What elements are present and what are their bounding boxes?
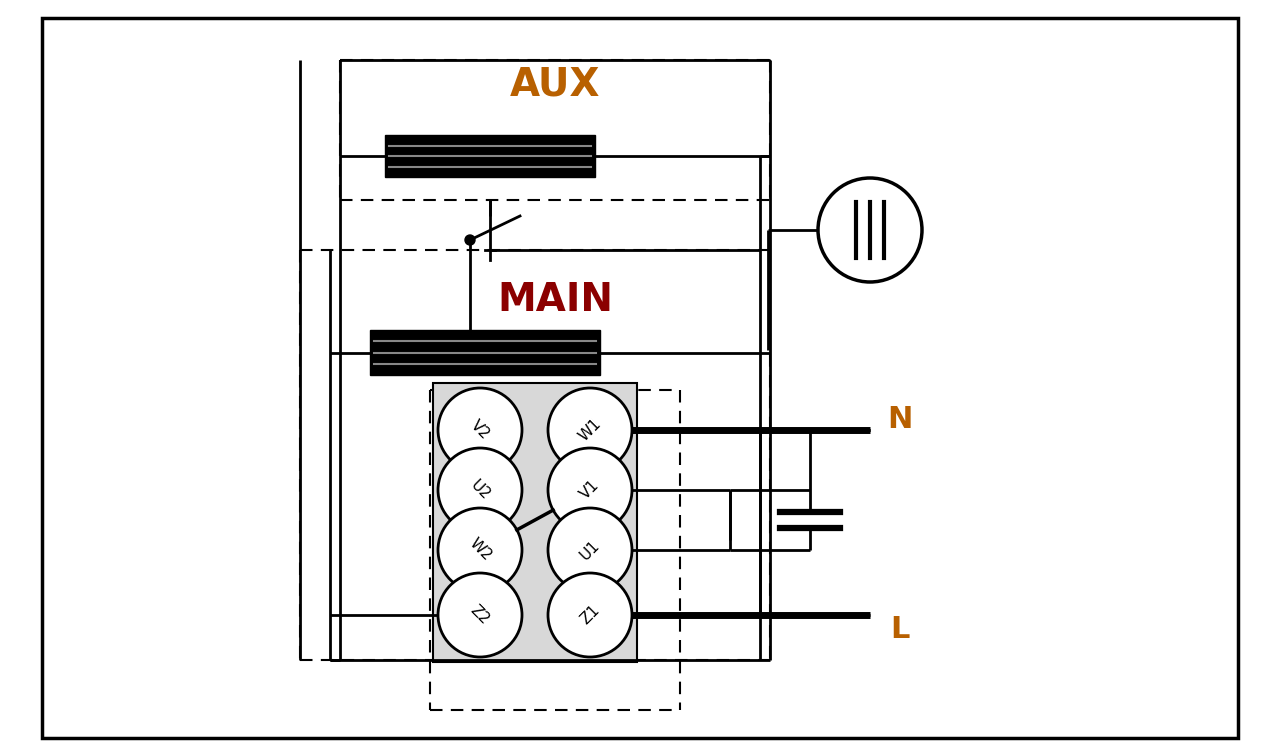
Circle shape xyxy=(548,448,632,532)
Bar xyxy=(433,383,637,662)
Text: N: N xyxy=(887,405,913,435)
Circle shape xyxy=(818,178,922,282)
Text: U1: U1 xyxy=(577,538,603,562)
Circle shape xyxy=(438,448,522,532)
Text: Z2: Z2 xyxy=(467,603,493,627)
Circle shape xyxy=(438,573,522,657)
Circle shape xyxy=(548,508,632,592)
Text: W2: W2 xyxy=(466,536,494,564)
Text: V1: V1 xyxy=(577,478,603,503)
Text: L: L xyxy=(891,615,910,645)
Circle shape xyxy=(548,388,632,472)
Text: MAIN: MAIN xyxy=(497,281,613,319)
Text: V2: V2 xyxy=(467,417,493,442)
Text: AUX: AUX xyxy=(509,66,600,104)
Circle shape xyxy=(438,508,522,592)
Circle shape xyxy=(548,573,632,657)
Text: W1: W1 xyxy=(576,416,604,444)
Text: Z1: Z1 xyxy=(577,603,603,627)
Bar xyxy=(385,135,595,177)
Text: U2: U2 xyxy=(467,477,493,503)
Bar xyxy=(370,330,600,375)
Circle shape xyxy=(465,235,475,245)
Circle shape xyxy=(438,388,522,472)
